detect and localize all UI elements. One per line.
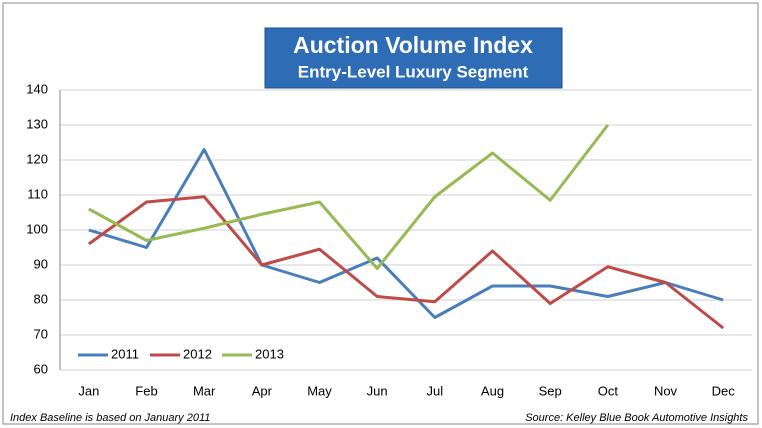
x-tick-label: Apr	[252, 383, 273, 398]
x-tick-label: Jun	[367, 383, 388, 398]
y-tick-label: 80	[34, 291, 48, 306]
legend-label: 2013	[255, 346, 284, 361]
legend-label: 2011	[111, 346, 139, 361]
x-tick-label: Jul	[427, 383, 444, 398]
series-line	[88, 148, 724, 319]
y-tick-label: 120	[26, 151, 48, 166]
x-tick-label: May	[307, 383, 332, 398]
x-tick-label: Aug	[481, 383, 504, 398]
y-tick-label: 140	[26, 81, 48, 96]
x-tick-label: Sep	[539, 383, 562, 398]
chart-subtitle: Entry-Level Luxury Segment	[298, 62, 529, 81]
y-tick-label: 100	[26, 221, 48, 236]
x-tick-label: Oct	[598, 383, 619, 398]
chart-title: Auction Volume Index	[293, 32, 533, 58]
footnote: Index Baseline is based on January 2011	[10, 412, 210, 424]
y-tick-label: 110	[27, 186, 48, 201]
y-tick-label: 60	[34, 361, 48, 376]
x-tick-label: Jan	[78, 383, 99, 398]
x-tick-label: Mar	[193, 383, 216, 398]
series-line	[88, 124, 610, 270]
x-tick-label: Feb	[135, 383, 157, 398]
series-line	[87, 195, 725, 330]
y-tick-label: 70	[34, 326, 48, 341]
x-tick-label: Nov	[654, 383, 678, 398]
legend-label: 2012	[183, 346, 212, 361]
source-note: Source: Kelley Blue Book Automotive Insi…	[525, 412, 748, 424]
x-tick-label: Dec	[712, 383, 736, 398]
y-tick-label: 130	[26, 116, 48, 131]
title-box	[264, 27, 563, 89]
y-tick-label: 90	[34, 256, 48, 271]
